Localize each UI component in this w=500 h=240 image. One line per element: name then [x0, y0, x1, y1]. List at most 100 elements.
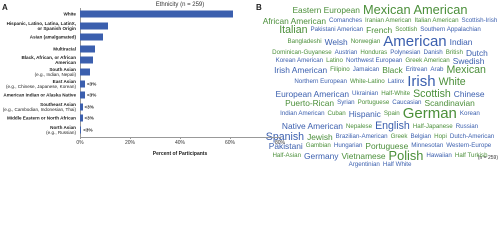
word: Bangladeshi [287, 37, 322, 45]
tick-mark [230, 137, 231, 139]
category-name: Multiracial [53, 46, 76, 52]
word: Half Turkish [454, 151, 488, 159]
word: American [383, 32, 447, 50]
y-tick-label: White [2, 12, 76, 17]
bar [80, 91, 85, 99]
word: Hungarian [333, 141, 363, 149]
word: Syrian [337, 99, 355, 107]
value-label: <3% [87, 92, 97, 98]
x-tick-label: 0% [76, 140, 84, 146]
word: Hopi [434, 132, 447, 140]
panel-label: A [2, 3, 8, 12]
word: Eritrean [405, 65, 428, 73]
word: Germany [304, 150, 339, 161]
category-name: American Indian or Alaska Native [3, 92, 76, 98]
word: Nepalese [345, 122, 373, 130]
word: Vietnamese [341, 150, 386, 161]
word: Eastern European [292, 5, 360, 16]
word: Indian American [280, 110, 325, 118]
word: French [366, 24, 393, 35]
category-note: (e.g., Cambodian, Indonesian, Thai) [2, 106, 76, 112]
x-axis-line [80, 137, 280, 138]
word: Hispanic [348, 109, 381, 120]
word: Greek American [405, 56, 450, 64]
panel-label: B [256, 3, 262, 12]
x-axis-title: Percent of Participants [152, 151, 208, 157]
word: African American [262, 15, 327, 26]
word: Spanish [265, 130, 305, 143]
y-tick-label: Southeast Asian (e.g., Cambodian, Indones… [2, 102, 76, 112]
word: Puerto-Rican [285, 98, 335, 109]
sample-size: (n = 259) [477, 155, 498, 161]
word: Half-White [381, 90, 411, 98]
tick-mark [280, 137, 281, 139]
word: Danish [423, 48, 443, 56]
word: Chinese [453, 89, 485, 100]
x-tick-label: 40% [174, 140, 186, 146]
word: English [375, 120, 410, 133]
word: Native American [281, 121, 343, 132]
word: Polynesian [390, 48, 421, 56]
y-tick-label: American Indian or Alaska Native [2, 93, 76, 98]
word: Welsh [324, 36, 348, 47]
bar [80, 103, 83, 111]
word: Jewish [307, 131, 333, 142]
word: Jamaican [352, 65, 380, 73]
word: European American [275, 89, 350, 100]
x-tick-label: 60% [224, 140, 236, 146]
category-name: North Asian [50, 125, 76, 130]
category-name: Black, African, or African American [21, 55, 76, 66]
word: Ukrainian [352, 90, 379, 98]
word: Western-Europe [446, 141, 492, 149]
word: Pakistani American [310, 25, 364, 33]
word: Portuguese [365, 140, 409, 151]
word: White-Latino [349, 78, 385, 86]
bar [80, 22, 108, 30]
word: Portuguese [357, 99, 390, 107]
word: Indian [449, 36, 473, 47]
word: Norwegian [350, 37, 381, 45]
category-note: (e.g., Chinese, Japanese, Korean) [6, 83, 76, 89]
tick-mark [80, 137, 81, 139]
word: Spain [383, 110, 400, 118]
word: Half-Japanese [412, 122, 453, 130]
word: Cuban [327, 110, 346, 118]
word: Dominican-Guyanese [272, 48, 332, 56]
category-name: Middle Eastern or North African [6, 115, 76, 121]
word: Irish [407, 72, 436, 90]
word: Half White [382, 160, 412, 168]
category-name: Hispanic, Latino, Latina, LatinX, or Spa… [6, 20, 76, 31]
word: Mexican [446, 63, 486, 76]
word: White [438, 75, 466, 88]
word: Arab [430, 65, 444, 73]
word-cloud: Eastern European Mexican American African … [262, 3, 498, 167]
category-name: White [63, 11, 76, 17]
category-name: East Asian [52, 78, 76, 84]
bar [80, 45, 95, 53]
bar [80, 80, 85, 88]
y-tick-label: Middle Eastern or North African [2, 116, 76, 121]
word: Austrian [334, 48, 358, 56]
category-name: Asian (amalgamated) [29, 34, 76, 40]
word: German [402, 105, 457, 123]
y-tick-label: South Asian (e.g., Indian, Nepali) [2, 67, 76, 77]
category-note: (e.g., Russian) [46, 130, 76, 135]
bar [80, 33, 103, 41]
word: Caucasian [392, 99, 422, 107]
word: Half-Asian [272, 151, 302, 159]
word: Scandinavian [424, 98, 475, 109]
word: Hawaiian [426, 151, 452, 159]
word: Scottish [413, 88, 451, 101]
word: Comanches [329, 16, 363, 24]
word: Gambian [305, 141, 331, 149]
y-tick-label: North Asian (e.g., Russian) [2, 125, 76, 135]
word: Polish [388, 147, 424, 163]
bar [80, 68, 90, 76]
word: Brazilian-American [335, 132, 388, 140]
bar [80, 10, 233, 18]
word: Scottish [395, 25, 418, 33]
word: Korean American [275, 56, 324, 64]
bar [80, 114, 83, 122]
bar [80, 56, 93, 64]
y-tick-label: Multiracial [2, 46, 76, 51]
